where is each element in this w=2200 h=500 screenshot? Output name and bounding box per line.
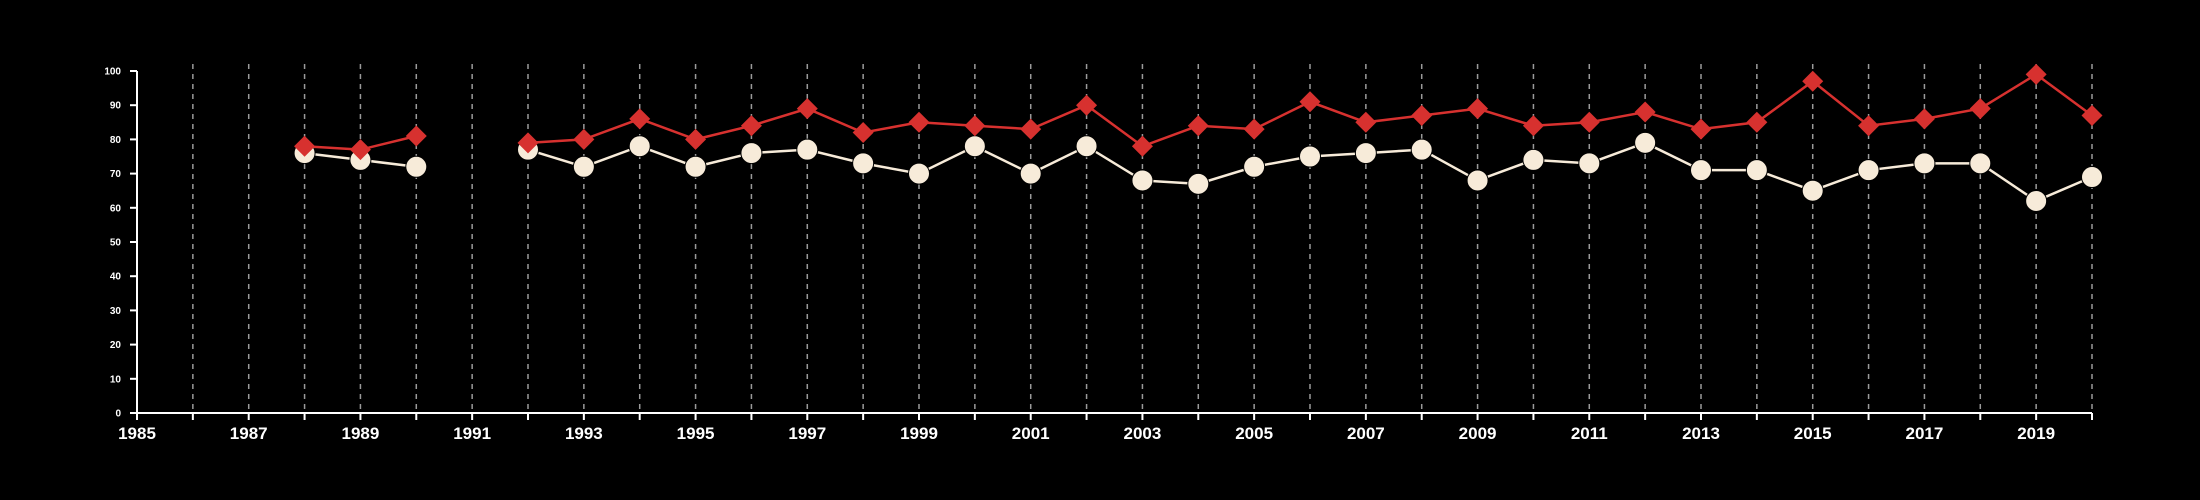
circle-point-1996 xyxy=(740,142,763,165)
circle-point-1999 xyxy=(908,162,930,185)
x-tick-label-1989: 1989 xyxy=(342,424,380,443)
circle-point-1997 xyxy=(796,138,819,161)
x-tick-label-2003: 2003 xyxy=(1124,424,1162,443)
diamond-point-2001 xyxy=(1020,118,1042,140)
diamond-point-2015 xyxy=(1802,70,1824,92)
circle-point-2013 xyxy=(1690,159,1712,182)
diamond-point-2003 xyxy=(1131,135,1153,157)
diamond-point-1989 xyxy=(349,139,371,161)
circle-point-1993 xyxy=(572,155,595,178)
series-circle xyxy=(293,131,2103,212)
diamond-point-2014 xyxy=(1746,111,1768,133)
diamond-point-2009 xyxy=(1467,98,1489,120)
circle-point-2011 xyxy=(1578,152,1601,175)
diamond-point-2017 xyxy=(1913,108,1935,130)
axis-layer: 0 10 20 30 40 50 60 70 80 90 100 1985 1987 1989 1991 19… xyxy=(104,67,2093,443)
circle-point-2006 xyxy=(1299,145,1321,168)
diamond-point-2010 xyxy=(1522,115,1544,137)
diamond-point-1993 xyxy=(573,128,595,150)
circle-point-2001 xyxy=(1019,162,1042,185)
x-tick-label-2007: 2007 xyxy=(1347,424,1385,443)
diamond-point-2005 xyxy=(1243,118,1265,140)
y-tick-label-70: 70 xyxy=(110,169,122,180)
circle-point-2000 xyxy=(963,135,986,158)
diamond-point-2012 xyxy=(1634,101,1656,123)
diamond-point-2004 xyxy=(1187,115,1209,137)
diamond-point-1992 xyxy=(517,132,539,154)
diamond-point-2008 xyxy=(1411,104,1433,126)
circle-point-2014 xyxy=(1745,159,1768,182)
x-tick-label-2015: 2015 xyxy=(1794,424,1832,443)
x-tick-label-1995: 1995 xyxy=(677,424,715,443)
circle-point-1990 xyxy=(405,155,428,178)
circle-point-2007 xyxy=(1354,142,1377,165)
x-tick-label-2017: 2017 xyxy=(1906,424,1944,443)
diamond-point-2000 xyxy=(964,115,986,137)
x-tick-label-2001: 2001 xyxy=(1012,424,1050,443)
diamond-point-2016 xyxy=(1858,115,1880,137)
circle-point-2010 xyxy=(1522,148,1545,171)
diamond-point-1997 xyxy=(796,98,818,120)
y-tick-label-90: 90 xyxy=(110,101,122,112)
circle-point-2002 xyxy=(1075,135,1098,158)
circle-point-2008 xyxy=(1410,138,1433,161)
y-tick-label-60: 60 xyxy=(110,203,122,214)
diamond-point-2018 xyxy=(1969,98,1991,120)
diamond-point-2019 xyxy=(2025,63,2047,85)
diamond-point-1990 xyxy=(405,125,427,147)
circle-point-2003 xyxy=(1131,169,1154,192)
y-tick-label-80: 80 xyxy=(110,135,122,146)
x-tick-label-2011: 2011 xyxy=(1571,424,1608,443)
diamond-point-2007 xyxy=(1355,111,1377,133)
diamond-point-1988 xyxy=(294,135,316,157)
circle-point-2005 xyxy=(1243,155,1266,178)
circle-point-2018 xyxy=(1969,152,1992,175)
circle-point-2019 xyxy=(2025,189,2048,212)
diamond-point-1999 xyxy=(908,111,930,133)
circle-point-1994 xyxy=(628,135,651,158)
diamond-point-1994 xyxy=(629,108,651,130)
series-diamond xyxy=(294,63,2103,161)
diamond-point-2013 xyxy=(1690,118,1712,140)
x-tick-label-1993: 1993 xyxy=(565,424,603,443)
circle-point-2015 xyxy=(1801,179,1824,202)
circle-point-1998 xyxy=(852,152,875,175)
y-tick-label-50: 50 xyxy=(110,238,122,249)
x-tick-label-2013: 2013 xyxy=(1682,424,1720,443)
x-tick-label-1985: 1985 xyxy=(118,424,156,443)
x-tick-label-1991: 1991 xyxy=(453,424,491,443)
diamond-point-1996 xyxy=(740,115,762,137)
y-tick-label-40: 40 xyxy=(110,272,122,283)
y-tick-label-10: 10 xyxy=(110,374,122,385)
diamond-point-2020 xyxy=(2081,104,2103,126)
x-tick-label-2019: 2019 xyxy=(2017,424,2055,443)
circle-point-2020 xyxy=(2081,166,2103,189)
x-tick-label-2005: 2005 xyxy=(1235,424,1273,443)
y-tick-label-30: 30 xyxy=(110,306,122,317)
diamond-point-1998 xyxy=(852,122,874,144)
diamond-point-2002 xyxy=(1076,94,1098,116)
diamond-point-2006 xyxy=(1299,91,1321,113)
x-tick-label-1999: 1999 xyxy=(900,424,938,443)
grid-layer xyxy=(192,64,2093,414)
circle-point-2009 xyxy=(1466,169,1489,192)
y-tick-label-0: 0 xyxy=(115,409,121,420)
circle-point-2016 xyxy=(1857,159,1880,182)
circle-point-1995 xyxy=(684,155,707,178)
circle-point-2017 xyxy=(1913,152,1936,175)
x-tick-label-1997: 1997 xyxy=(788,424,826,443)
x-tick-label-1987: 1987 xyxy=(230,424,268,443)
circle-point-2004 xyxy=(1187,172,1210,195)
diamond-point-2011 xyxy=(1578,111,1600,133)
y-tick-label-100: 100 xyxy=(104,67,121,78)
series-layer xyxy=(293,63,2103,212)
circle-point-2012 xyxy=(1634,131,1657,154)
diamond-point-1995 xyxy=(685,128,707,150)
y-tick-label-20: 20 xyxy=(110,340,122,351)
x-tick-label-2009: 2009 xyxy=(1459,424,1497,443)
